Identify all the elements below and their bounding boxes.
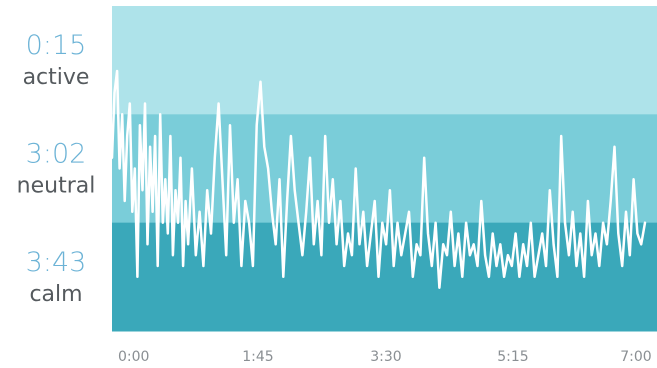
x-tick-label: 5:15: [497, 349, 528, 365]
zone-label-active: active: [23, 65, 90, 90]
zone-duration-neutral: 3:02: [26, 139, 87, 170]
x-axis-ticks: 0:00 1:45 3:30 5:15 7:00: [118, 349, 652, 365]
zone-bands: [112, 6, 657, 332]
zone-label-calm: calm: [29, 282, 82, 307]
x-tick-label: 0:00: [118, 349, 149, 365]
zone-band-neutral: [112, 114, 657, 224]
x-tick-label: 7:00: [620, 349, 651, 365]
zone-band-active: [112, 6, 657, 115]
series-line-0: [110, 69, 647, 289]
zone-duration-active: 0:15: [26, 30, 87, 61]
series-line-group: [110, 69, 647, 289]
zone-duration-calm: 3:43: [26, 247, 87, 278]
zone-labels: 0:15 active 3:02 neutral 3:43 calm: [17, 30, 96, 307]
zone-label-neutral: neutral: [17, 174, 96, 199]
x-tick-label: 3:30: [370, 349, 401, 365]
x-tick-label: 1:45: [242, 349, 273, 365]
